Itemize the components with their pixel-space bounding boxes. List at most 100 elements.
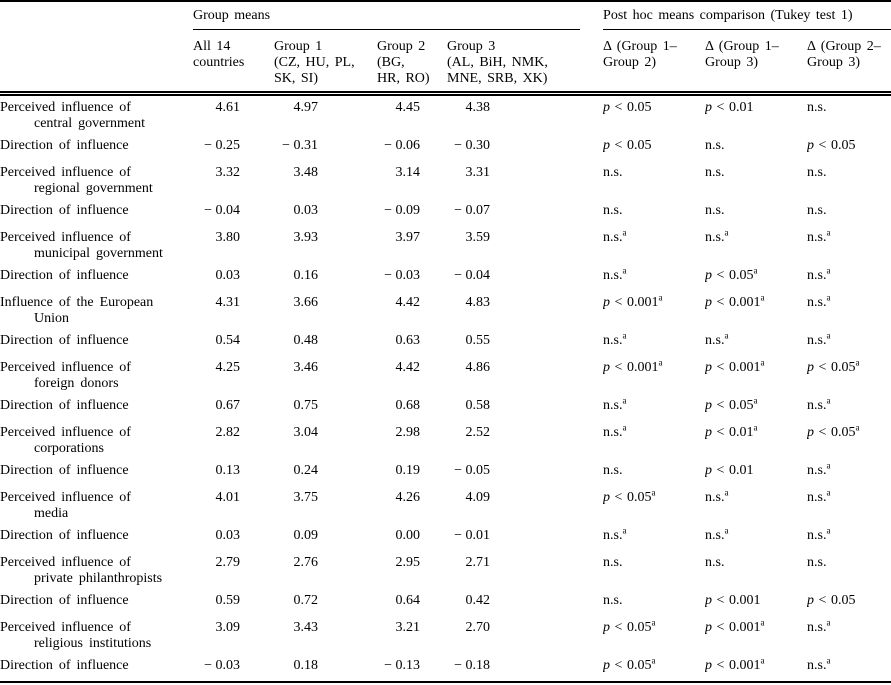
table-row: Perceived influence of private philanthr… [0,551,891,593]
row-label: Direction of influence [0,138,129,153]
mean-value: 2.95 [395,555,421,570]
posthoc-value: n.s. [705,555,725,570]
mean-value: 2.71 [465,555,491,570]
row-label: Direction of influence [0,593,129,608]
mean-value: 2.98 [395,425,421,440]
posthoc-value: n.s. [705,203,725,218]
footnote-marker: a [622,227,627,238]
footnote-marker: a [826,333,831,341]
posthoc-value: p < 0.001a [705,658,807,682]
table-row: Perceived influence of foreign donors 4.2… [0,356,891,398]
posthoc-value: n.s.a [603,268,705,291]
p-symbol: p [807,593,815,608]
footnote-marker: a [760,357,765,368]
column-header-delta-group1-group2: Δ (Group 1– Group 2) [603,30,706,96]
p-symbol: p [603,295,611,310]
p-symbol: p [705,620,713,635]
mean-value: − 0.31 [282,138,318,153]
mean-value: 4.83 [465,295,491,310]
posthoc-value: p < 0.05 [603,138,652,153]
mean-value: 2.82 [215,425,241,440]
mean-value: 3.48 [293,165,319,180]
posthoc-value: n.s.a [603,398,705,421]
posthoc-value: n.s. [603,203,623,218]
mean-value: 0.68 [395,398,421,413]
footnote-marker: a [658,292,663,303]
row-label: Perceived influence of foreign donors [0,360,131,391]
footnote-marker: a [622,268,627,276]
p-symbol: p [603,138,611,153]
mean-value: 0.18 [293,658,319,673]
table-row: Direction of influence 0.54 0.48 0.63 0.55 n.… [0,333,891,356]
posthoc-value: n.s. [807,100,827,115]
posthoc-value: n.s. [807,555,827,570]
p-symbol: p [705,593,713,608]
mean-value: − 0.18 [454,658,491,673]
spanner-row: Group means Post hoc means comparison (T… [0,1,891,30]
posthoc-value: p < 0.01 [705,463,754,478]
column-header-delta-group2-group3: Δ (Group 2– Group 3) [807,30,891,96]
mean-value: 0.16 [293,268,319,283]
p-symbol: p [705,398,713,413]
posthoc-value: n.s. [705,165,725,180]
footnote-marker: a [622,528,627,536]
mean-value: 3.14 [395,165,421,180]
mean-value: 0.59 [215,593,241,608]
mean-value: 0.19 [395,463,421,478]
p-symbol: p [807,138,815,153]
p-symbol: p [807,425,815,440]
footnote-marker: a [760,658,765,666]
row-label: Direction of influence [0,528,129,543]
posthoc-value: p < 0.01 [705,100,754,115]
posthoc-value: p < 0.05 [603,100,652,115]
mean-value: 0.75 [293,398,319,413]
spanner-post-hoc: Post hoc means comparison (Tukey test 1) [603,1,891,30]
posthoc-value: n.s.a [705,528,807,551]
posthoc-value: n.s. [603,165,623,180]
row-label: Direction of influence [0,333,129,348]
footnote-marker: a [622,398,627,406]
mean-value: − 0.09 [384,203,420,218]
mean-value: 3.04 [293,425,319,440]
table-row: Perceived influence of religious institu… [0,616,891,658]
posthoc-value: n.s.a [603,227,627,245]
table-row: Perceived influence of media 4.01 3.75 4.26… [0,486,891,528]
mean-value: 0.03 [293,203,319,218]
table-row: Direction of influence − 0.25 − 0.31 − 0.06… [0,138,891,161]
row-label: Perceived influence of media [0,490,131,521]
footnote-marker: a [724,487,729,498]
mean-value: 3.80 [215,230,241,245]
p-symbol: p [603,490,611,505]
mean-value: 4.61 [215,100,241,115]
mean-value: 0.48 [293,333,319,348]
mean-value: 4.97 [293,100,319,115]
mean-value: 3.66 [293,295,319,310]
posthoc-value: n.s.a [807,292,831,310]
footnote-marker: a [753,422,758,433]
mean-value: 0.54 [215,333,241,348]
posthoc-value: n.s.a [603,422,627,440]
posthoc-value: n.s.a [807,227,831,245]
mean-value: 4.25 [215,360,241,375]
footnote-marker: a [651,658,656,666]
table-row: Direction of influence − 0.03 0.18 − 0.13 − … [0,658,891,682]
posthoc-value: n.s. [807,165,827,180]
mean-value: 3.31 [465,165,491,180]
mean-value: 0.00 [395,528,421,543]
posthoc-value: n.s.a [807,333,891,356]
footnote-marker: a [826,463,831,471]
mean-value: 4.42 [395,360,421,375]
mean-value: 4.42 [395,295,421,310]
table-row: Direction of influence 0.03 0.16 − 0.03 − 0.… [0,268,891,291]
posthoc-value: p < 0.001a [603,292,663,310]
posthoc-value: n.s.a [705,487,729,505]
mean-value: 0.55 [465,333,491,348]
table-row: Influence of the European Union 4.31 3.66 4… [0,291,891,333]
footnote-marker: a [826,487,831,498]
spanner-group-means: Group means [193,1,603,30]
mean-value: 3.46 [293,360,319,375]
mean-value: − 0.04 [454,268,491,283]
posthoc-value: p < 0.05a [603,658,705,682]
